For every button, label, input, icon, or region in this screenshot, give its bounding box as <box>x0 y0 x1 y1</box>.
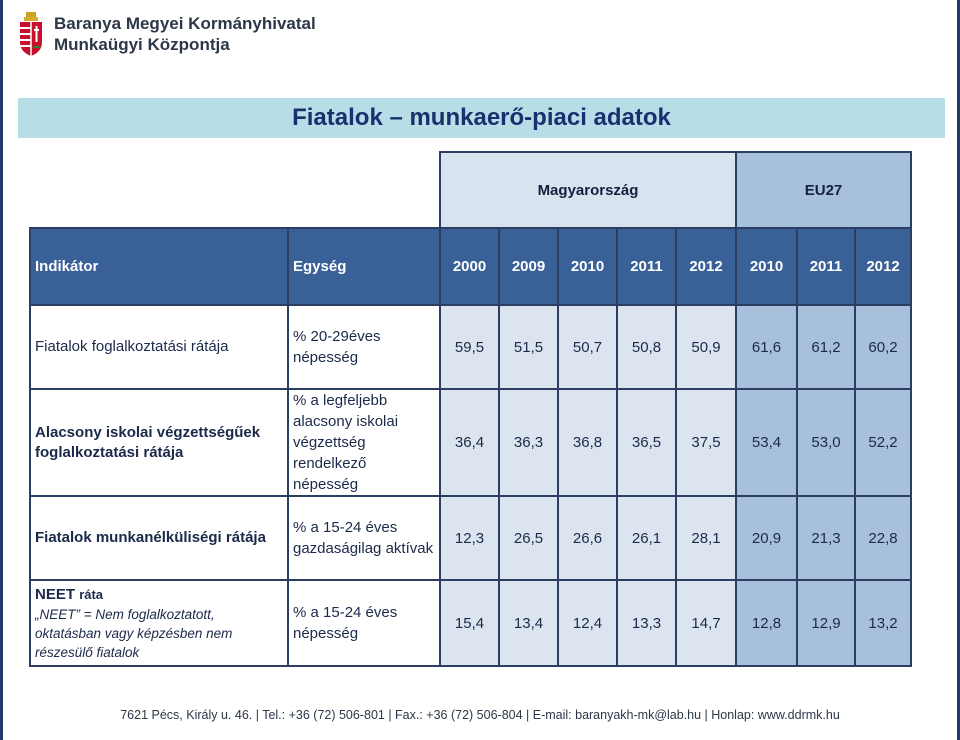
value-cell: 61,6 <box>735 304 798 390</box>
indicator-note: „NEET” = Nem foglalkoztatott, oktatásban… <box>35 606 233 660</box>
value-cell: 50,8 <box>616 304 677 390</box>
value-cell: 61,2 <box>796 304 856 390</box>
indicator-cell: Alacsony iskolai végzettségűek foglalkoz… <box>29 388 289 497</box>
indicator-suffix: ráta <box>79 586 104 602</box>
value-cell: 12,8 <box>735 579 798 667</box>
value-cell: 12,3 <box>439 495 500 581</box>
indicator-text: NEET <box>35 585 76 603</box>
indicator-cell: Fiatalok foglalkoztatási rátája <box>29 304 289 390</box>
value-cell: 26,1 <box>616 495 677 581</box>
header-unit: Egység <box>287 227 441 306</box>
header-indicator: Indikátor <box>29 227 289 306</box>
indicator-cell: Fiatalok munkanélküliségi rátája <box>29 495 289 581</box>
group-eu27: EU27 <box>735 151 912 229</box>
value-cell: 28,1 <box>675 495 737 581</box>
header-year: 2010 <box>557 227 618 306</box>
value-cell: 53,0 <box>796 388 856 497</box>
value-cell: 50,7 <box>557 304 618 390</box>
value-cell: 59,5 <box>439 304 500 390</box>
table-row: Fiatalok foglalkoztatási rátája % 20-29é… <box>29 304 912 390</box>
indicator-cell: NEET ráta „NEET” = Nem foglalkoztatott, … <box>29 579 289 667</box>
header-year: 2011 <box>796 227 856 306</box>
header-year: 2011 <box>616 227 677 306</box>
value-cell: 36,8 <box>557 388 618 497</box>
value-cell: 20,9 <box>735 495 798 581</box>
header-year: 2012 <box>854 227 912 306</box>
value-cell: 53,4 <box>735 388 798 497</box>
header-year: 2000 <box>439 227 500 306</box>
footer-contact: 7621 Pécs, Király u. 46. | Tel.: +36 (72… <box>120 708 840 722</box>
value-cell: 26,5 <box>498 495 559 581</box>
unit-cell: % a 15-24 éves gazdaságilag aktívak <box>287 495 441 581</box>
org-name-line1: Baranya Megyei Kormányhivatal <box>54 14 316 33</box>
coat-of-arms-icon <box>20 12 42 56</box>
indicator-text: Fiatalok munkanélküliségi rátája <box>35 529 266 546</box>
value-cell: 26,6 <box>557 495 618 581</box>
value-cell: 13,3 <box>616 579 677 667</box>
table-row: Alacsony iskolai végzettségűek foglalkoz… <box>29 388 912 497</box>
group-header-row: Magyarország EU27 <box>30 151 912 229</box>
value-cell: 52,2 <box>854 388 912 497</box>
indicator-text: Alacsony iskolai végzettségűek foglalkoz… <box>35 423 261 461</box>
value-cell: 37,5 <box>675 388 737 497</box>
value-cell: 60,2 <box>854 304 912 390</box>
value-cell: 13,2 <box>854 579 912 667</box>
title-band: Fiatalok – munkaerő-piaci adatok <box>18 98 945 138</box>
value-cell: 36,5 <box>616 388 677 497</box>
value-cell: 50,9 <box>675 304 737 390</box>
unit-cell: % 20-29éves népesség <box>287 304 441 390</box>
value-cell: 36,3 <box>498 388 559 497</box>
value-cell: 14,7 <box>675 579 737 667</box>
value-cell: 15,4 <box>439 579 500 667</box>
unit-cell: % a legfeljebb alacsony iskolai végzetts… <box>287 388 441 497</box>
header-year: 2009 <box>498 227 559 306</box>
group-hungary: Magyarország <box>439 151 737 229</box>
unit-cell: % a 15-24 éves népesség <box>287 579 441 667</box>
header-year: 2012 <box>675 227 737 306</box>
table-row: Fiatalok munkanélküliségi rátája % a 15-… <box>29 495 912 581</box>
value-cell: 13,4 <box>498 579 559 667</box>
value-cell: 12,9 <box>796 579 856 667</box>
page-title: Fiatalok – munkaerő-piaci adatok <box>292 104 671 131</box>
header-year: 2010 <box>735 227 798 306</box>
empty-cell <box>288 152 440 228</box>
header-logo: Baranya Megyei Kormányhivatal Munkaügyi … <box>18 6 316 62</box>
table-row: NEET ráta „NEET” = Nem foglalkoztatott, … <box>29 579 912 667</box>
value-cell: 51,5 <box>498 304 559 390</box>
value-cell: 12,4 <box>557 579 618 667</box>
empty-cell <box>30 152 288 228</box>
column-header-row: Indikátor Egység 2000 2009 2010 2011 201… <box>29 227 912 306</box>
value-cell: 36,4 <box>439 388 500 497</box>
data-table: Magyarország EU27 Indikátor Egység 2000 … <box>29 151 912 667</box>
value-cell: 21,3 <box>796 495 856 581</box>
frame-right-border <box>957 0 960 740</box>
org-name-line2: Munkaügyi Központja <box>54 35 230 54</box>
value-cell: 22,8 <box>854 495 912 581</box>
frame-left-border <box>0 0 3 740</box>
